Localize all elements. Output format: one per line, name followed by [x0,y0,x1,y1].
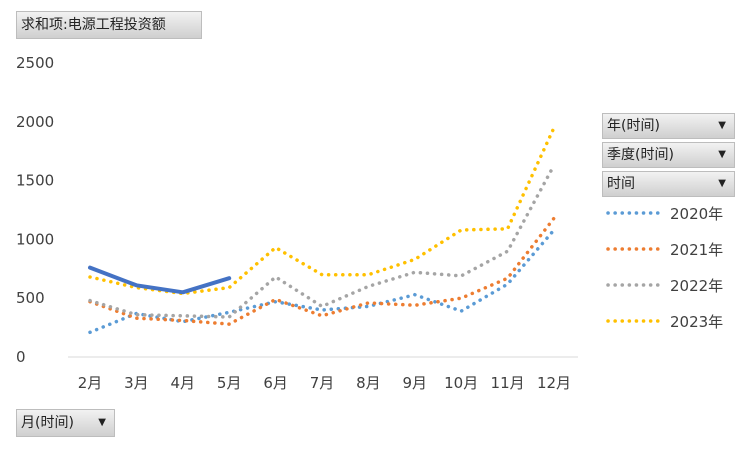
series-line-current [88,265,232,295]
x-tick-label: 11月 [491,374,525,392]
value-field-button[interactable]: 求和项:电源工程投资额 [16,11,202,39]
dropdown-arrow-icon: ▼ [718,178,726,189]
series-line-2020年 [88,228,556,335]
quarter-filter-button[interactable]: 季度(时间) ▼ [602,142,735,168]
series-line-2023年 [88,125,556,296]
x-tick-label: 4月 [171,374,196,392]
x-tick-label: 2月 [78,374,103,392]
quarter-filter-label: 季度(时间) [607,147,674,163]
y-tick-label: 1500 [16,172,54,190]
legend-label: 2023年 [670,313,723,331]
value-field-label: 求和项:电源工程投资额 [21,17,166,33]
y-tick-label: 500 [16,289,45,307]
x-tick-label: 9月 [403,374,428,392]
x-tick-label: 8月 [356,374,381,392]
x-tick-label: 7月 [310,374,335,392]
legend-label: 2022年 [670,277,723,295]
x-tick-label: 3月 [124,374,149,392]
x-tick-label: 6月 [263,374,288,392]
y-tick-label: 2000 [16,113,54,131]
time-filter-button[interactable]: 时间 ▼ [602,171,735,197]
y-tick-label: 2500 [16,54,54,72]
time-filter-label: 时间 [607,176,635,192]
month-field-button[interactable]: 月(时间) ▼ [16,409,115,437]
series-line-2022年 [88,163,556,319]
x-tick-label: 12月 [537,374,571,392]
dropdown-arrow-icon: ▼ [718,120,726,131]
year-filter-label: 年(时间) [607,118,660,134]
series-line-2021年 [88,216,556,326]
y-tick-label: 0 [16,348,26,366]
dropdown-arrow-icon: ▼ [718,149,726,160]
month-field-label: 月(时间) [21,415,74,431]
y-tick-label: 1000 [16,230,54,248]
dropdown-arrow-icon: ▼ [98,417,106,428]
year-filter-button[interactable]: 年(时间) ▼ [602,113,735,139]
legend-label: 2020年 [670,205,723,223]
x-tick-label: 5月 [217,374,242,392]
legend-label: 2021年 [670,241,723,259]
x-tick-label: 10月 [444,374,478,392]
